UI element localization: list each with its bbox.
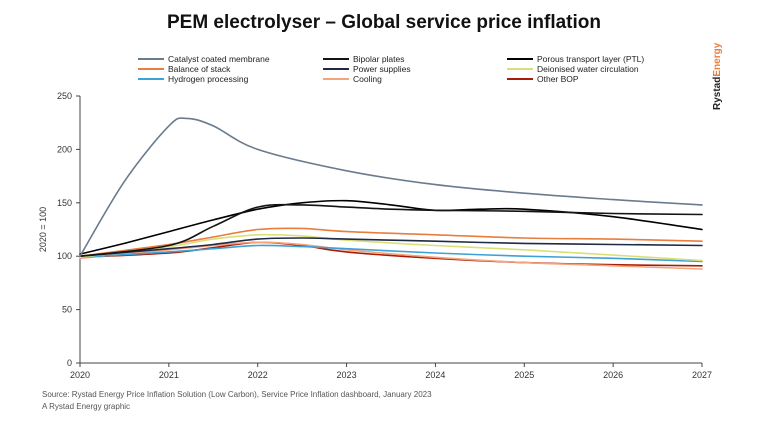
- series-line-bipolar-plates: [79, 203, 703, 257]
- legend-label-porous-transport-layer-ptl: Porous transport layer (PTL): [537, 54, 644, 64]
- legend-label-deionised-water-circulation: Deionised water circulation: [537, 64, 639, 74]
- x-tick-label: 2023: [337, 370, 357, 380]
- legend-label-hydrogen-processing: Hydrogen processing: [168, 74, 249, 84]
- chart-title: PEM electrolyser – Global service price …: [166, 12, 601, 33]
- series-line-catalyst-coated-membrane: [79, 117, 703, 257]
- y-tick-label: 150: [57, 198, 72, 208]
- brand-logo-part1: Rystad: [712, 76, 723, 110]
- x-tick-label: 2022: [248, 370, 268, 380]
- legend-label-balance-of-stack: Balance of stack: [168, 64, 231, 74]
- x-tick-label: 2024: [425, 370, 445, 380]
- y-tick-label: 0: [67, 358, 72, 368]
- y-tick-label: 200: [57, 144, 72, 154]
- x-tick-label: 2027: [692, 370, 712, 380]
- series-line-porous-transport-layer-ptl: [79, 199, 703, 255]
- y-axis-label: 2020 = 100: [38, 207, 48, 252]
- brand-logo: RystadEnergy: [712, 43, 723, 110]
- x-tick-label: 2021: [159, 370, 179, 380]
- y-tick-label: 50: [62, 305, 72, 315]
- series-line-hydrogen-processing: [79, 244, 703, 263]
- x-tick-label: 2020: [70, 370, 90, 380]
- y-tick-label: 100: [57, 251, 72, 261]
- brand-logo-part2: Energy: [712, 42, 723, 77]
- legend-label-catalyst-coated-membrane: Catalyst coated membrane: [168, 54, 270, 64]
- x-tick-label: 2025: [514, 370, 534, 380]
- legend-label-other-bop: Other BOP: [537, 74, 579, 84]
- source-note: Source: Rystad Energy Price Inflation So…: [42, 389, 432, 413]
- legend-label-cooling: Cooling: [353, 74, 382, 84]
- credit-line: A Rystad Energy graphic: [42, 402, 131, 411]
- series-line-balance-of-stack: [79, 227, 703, 257]
- legend-label-bipolar-plates: Bipolar plates: [353, 54, 405, 64]
- legend-label-power-supplies: Power supplies: [353, 64, 411, 74]
- source-line: Source: Rystad Energy Price Inflation So…: [42, 390, 432, 399]
- x-tick-label: 2026: [603, 370, 623, 380]
- y-tick-label: 250: [57, 91, 72, 101]
- series-line-power-supplies: [79, 237, 703, 257]
